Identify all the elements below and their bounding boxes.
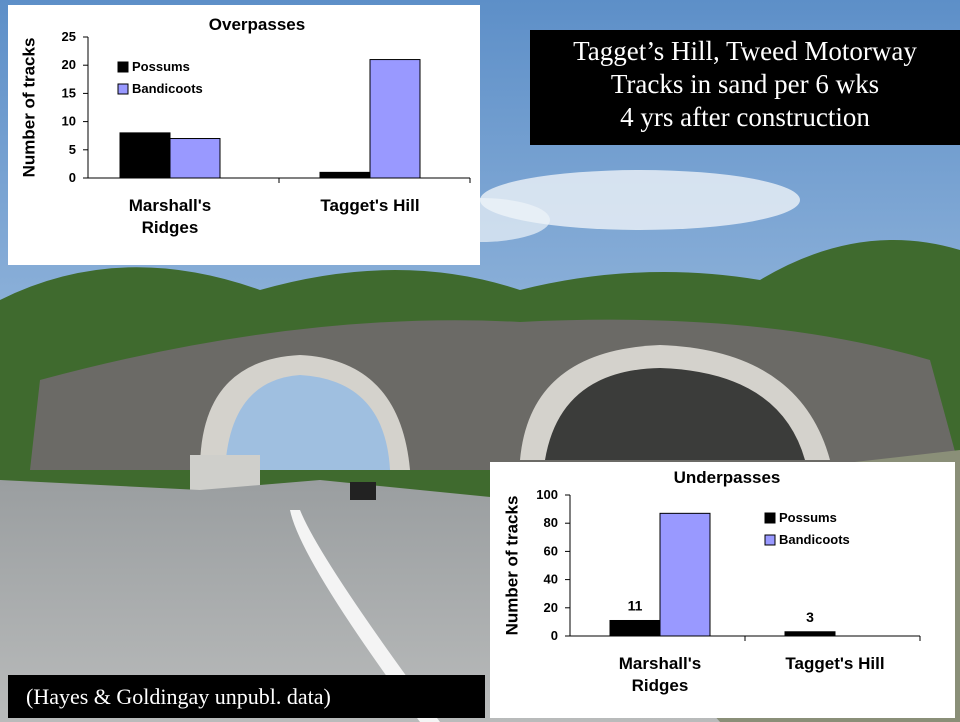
data-label: 3 [806,609,814,625]
bar [785,632,835,636]
y-axis-label: Number of tracks [502,496,521,636]
y-tick-label: 100 [536,487,558,502]
legend-label: Bandicoots [779,532,850,547]
chart-title: Underpasses [674,468,781,487]
legend-swatch [765,513,775,523]
legend-swatch [765,535,775,545]
bar [660,513,710,636]
slide: Tagget’s Hill, Tweed Motorway Tracks in … [0,0,960,722]
y-tick-label: 20 [544,600,558,615]
y-tick-label: 60 [544,543,558,558]
y-tick-label: 80 [544,515,558,530]
data-label: 11 [628,597,643,613]
bar [610,620,660,636]
x-tick-label: Marshall's Ridges [595,653,725,697]
chart: Underpasses Number of tracks 0 20 40 60 80 100 1… [0,0,960,722]
x-tick-label: Tagget's Hill [770,653,900,675]
y-tick-label: 0 [551,628,558,643]
legend-label: Possums [779,510,837,525]
y-tick-label: 40 [544,572,558,587]
